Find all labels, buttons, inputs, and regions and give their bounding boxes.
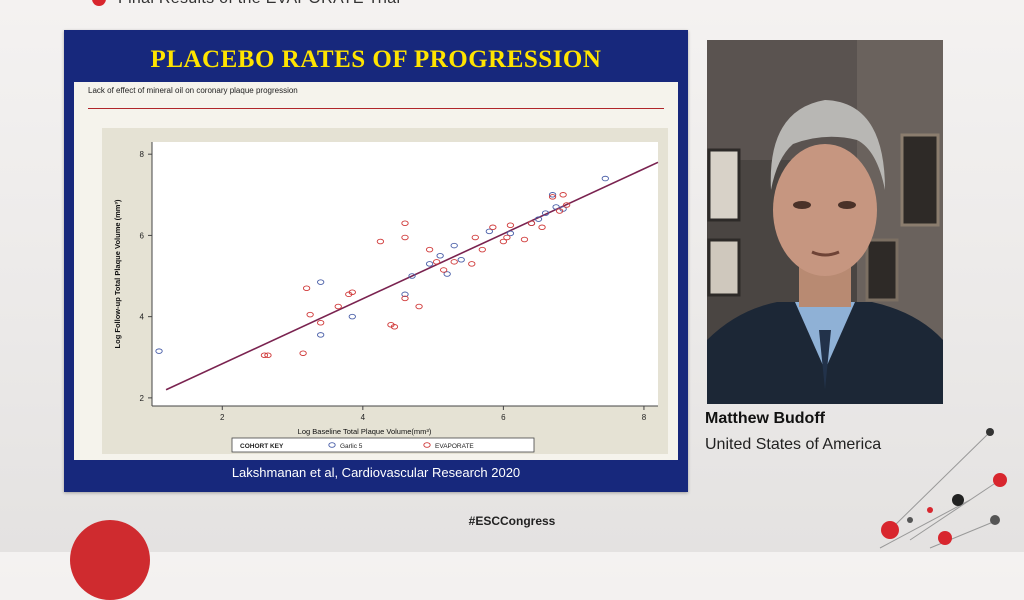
- data-point: [432, 259, 441, 265]
- data-point: [485, 228, 493, 235]
- regression-line: [165, 161, 659, 391]
- data-point: [548, 194, 557, 200]
- data-point: [155, 348, 163, 354]
- legend-label: Garlic 5: [340, 443, 363, 450]
- data-point: [260, 352, 269, 358]
- slide-subtitle: Lack of effect of mineral oil on coronar…: [88, 86, 298, 95]
- data-point: [440, 267, 448, 273]
- data-point: [527, 220, 536, 226]
- corner-circle: [70, 520, 150, 600]
- legend-marker: [423, 442, 431, 448]
- hashtag: #ESCCongress: [468, 514, 556, 528]
- x-tick-label: 2: [220, 413, 225, 422]
- data-point: [601, 175, 609, 182]
- data-point: [306, 311, 314, 318]
- y-tick-label: 4: [140, 313, 145, 322]
- data-point: [503, 234, 511, 241]
- data-point: [317, 332, 325, 338]
- y-tick-label: 6: [140, 231, 145, 240]
- data-point: [302, 285, 311, 291]
- data-point: [506, 230, 515, 237]
- data-point: [376, 238, 385, 245]
- x-axis-label: Log Baseline Total Plaque Volume(mm³): [298, 427, 432, 436]
- data-point: [499, 238, 508, 245]
- data-point: [562, 202, 571, 208]
- plot-area: [152, 142, 658, 406]
- data-point: [425, 261, 434, 267]
- network-decoration: [879, 428, 1007, 549]
- speaker-portrait: [707, 40, 943, 404]
- data-point: [390, 324, 399, 330]
- speaker-country: United States of America: [705, 436, 882, 453]
- slide: PLACEBO RATES OF PROGRESSION Lack of eff…: [64, 30, 688, 492]
- speaker-video: [707, 40, 943, 404]
- legend-title: COHORT KEY: [240, 443, 284, 450]
- data-point: [401, 220, 409, 226]
- x-tick-label: 8: [642, 413, 647, 422]
- y-tick-label: 2: [140, 394, 145, 403]
- x-tick-label: 4: [361, 413, 366, 422]
- y-axis-label: Log Follow-up Total Plaque Volume (mm³): [113, 199, 122, 348]
- data-point: [548, 192, 557, 198]
- data-point: [415, 303, 423, 310]
- data-point: [317, 319, 325, 326]
- data-point: [436, 252, 444, 259]
- legend-marker: [328, 442, 336, 448]
- data-point: [468, 261, 476, 267]
- data-point: [401, 295, 409, 302]
- data-point: [457, 257, 465, 263]
- data-point: [425, 246, 434, 253]
- x-tick-label: 6: [501, 413, 506, 422]
- citation: Lakshmanan et al, Cardiovascular Researc…: [231, 465, 521, 480]
- data-point: [264, 352, 272, 358]
- data-point: [450, 259, 458, 265]
- data-point: [520, 236, 529, 243]
- legend-box: [231, 437, 535, 453]
- data-point: [471, 234, 479, 241]
- data-point: [334, 303, 342, 310]
- chart-panel: Lack of effect of mineral oil on coronar…: [74, 82, 678, 460]
- data-point: [559, 192, 567, 198]
- data-point: [443, 271, 451, 277]
- data-point: [555, 208, 564, 214]
- data-point: [401, 291, 409, 298]
- data-point: [299, 350, 307, 356]
- subtitle-divider: [88, 108, 664, 109]
- data-point: [489, 224, 497, 231]
- y-tick-label: 8: [140, 150, 145, 159]
- speaker-name: Matthew Budoff: [705, 410, 825, 427]
- data-point: [401, 234, 409, 241]
- data-point: [348, 289, 356, 296]
- data-point: [450, 242, 458, 249]
- presentation-title: Final Results of the EVAPORATE Trial: [118, 0, 400, 8]
- data-point: [348, 313, 356, 320]
- slide-title: PLACEBO RATES OF PROGRESSION: [150, 46, 602, 73]
- data-point: [552, 204, 560, 210]
- plot-frame: 2 4 6 8 2 4 6 8 Log Baseline Total Plaque Volume…: [102, 128, 668, 454]
- data-point: [538, 224, 546, 231]
- data-point: [408, 273, 416, 279]
- data-point: [534, 216, 543, 222]
- header-dot: [92, 0, 106, 6]
- legend-label: EVAPORATE: [435, 443, 474, 450]
- data-point: [478, 246, 486, 253]
- scatter-chart: 2 4 6 8 2 4 6 8 Log Baseline Total Plaque Volume…: [113, 142, 659, 453]
- data-point: [317, 279, 325, 285]
- data-point: [506, 222, 515, 229]
- data-point: [541, 210, 550, 216]
